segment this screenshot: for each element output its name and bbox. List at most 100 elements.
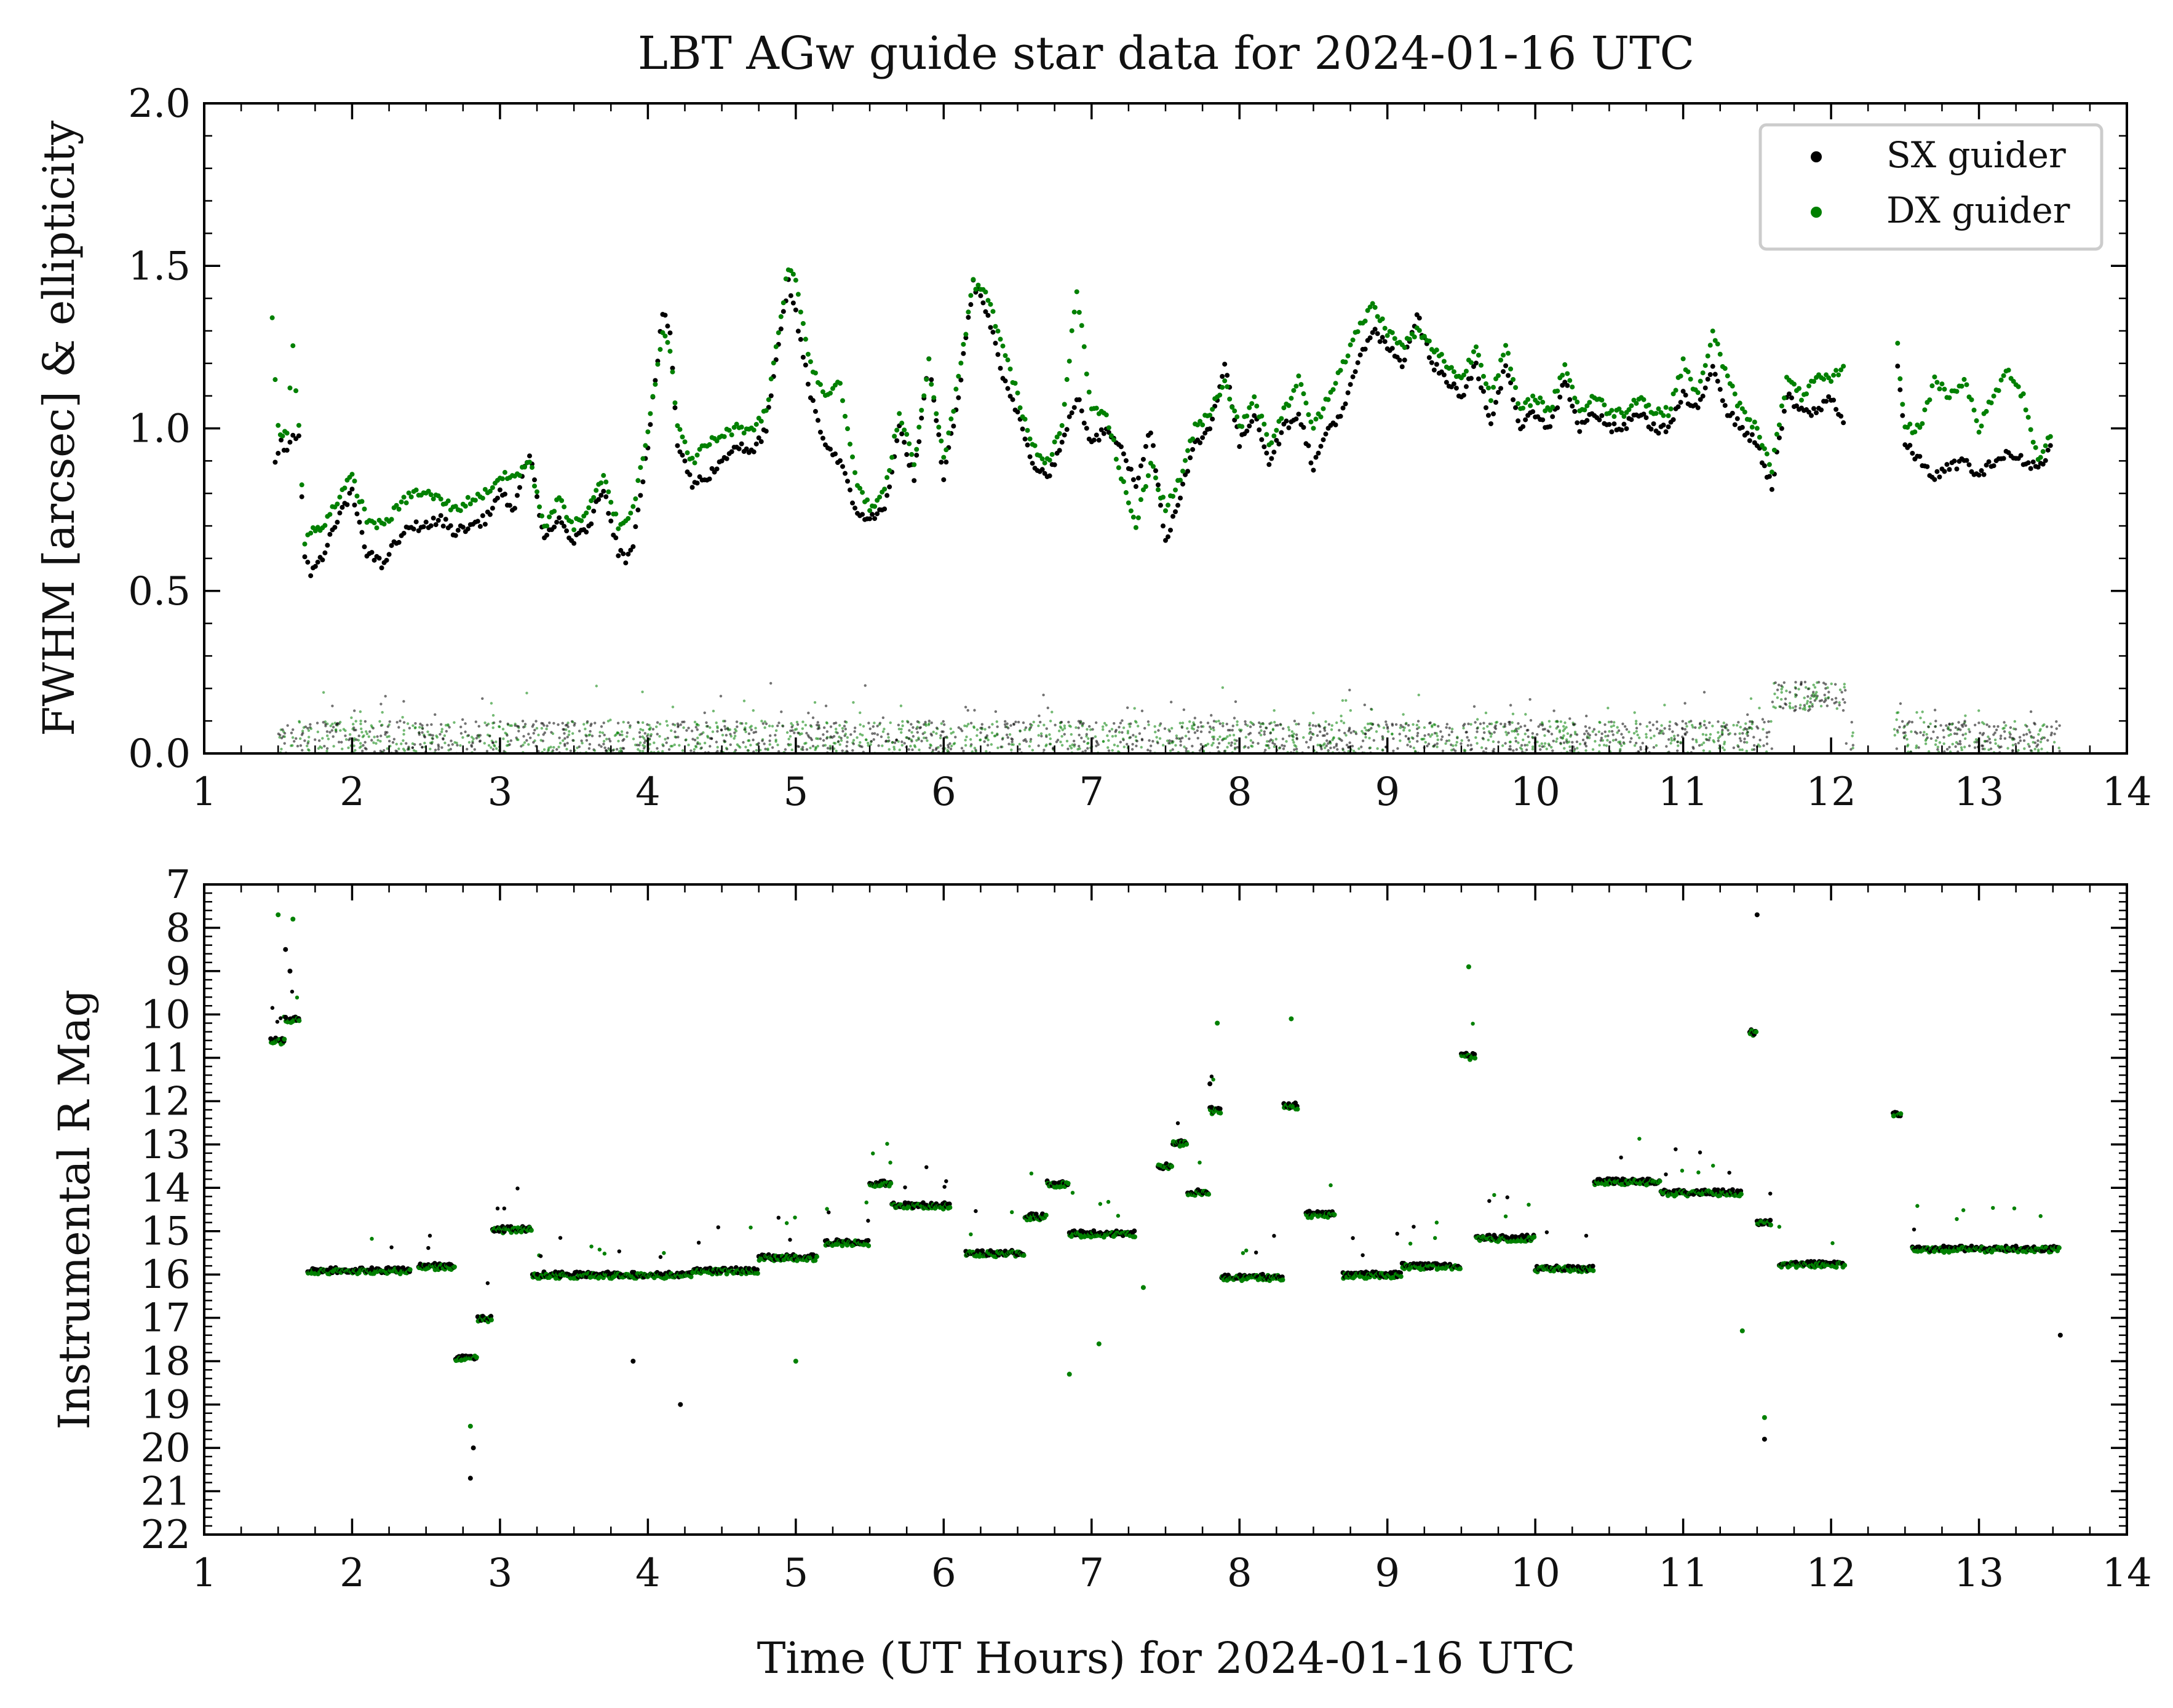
ellipticity-point (1771, 701, 1774, 704)
ellipticity-point (1345, 699, 1348, 702)
dx-fwhm-point (763, 408, 769, 413)
ellipticity-point (815, 737, 818, 740)
ellipticity-point (327, 737, 330, 741)
ellipticity-point (1562, 729, 1565, 733)
ellipticity-point (1003, 723, 1007, 726)
ellipticity-point (1077, 720, 1081, 723)
ellipticity-point (1784, 702, 1787, 705)
ellipticity-point (841, 726, 844, 730)
ellipticity-point (1114, 734, 1118, 737)
ellipticity-point (1968, 730, 1971, 734)
dx-fwhm-point (805, 351, 811, 357)
ellipticity-point (365, 747, 368, 751)
sx-fwhm-point (781, 309, 786, 314)
sx-fwhm-point (670, 365, 675, 371)
ellipticity-point (883, 728, 886, 731)
dx-fwhm-point (1084, 371, 1089, 377)
sx-fwhm-point (899, 431, 905, 437)
ellipticity-point (780, 710, 783, 713)
ellipticity-point (1694, 726, 1697, 729)
ellipticity-point (744, 730, 747, 734)
sx-fwhm-point (653, 378, 658, 383)
ellipticity-point (470, 736, 474, 739)
ellipticity-point (298, 720, 301, 723)
sx-fwhm-point (832, 451, 838, 456)
ellipticity-point (2027, 742, 2030, 746)
ellipticity-point (1063, 726, 1067, 730)
ellipticity-point (1584, 741, 1587, 744)
ellipticity-point (1513, 729, 1517, 732)
ellipticity-point (1111, 734, 1114, 738)
sx-fwhm-point (1207, 426, 1213, 432)
mag-scatter-point (495, 1206, 500, 1211)
ellipticity-point (1923, 731, 1926, 734)
ellipticity-point (1803, 704, 1806, 707)
ellipticity-point (1563, 747, 1566, 750)
sx-fwhm-point (709, 466, 715, 471)
dx-fwhm-point (1821, 376, 1827, 382)
dx-fwhm-point (1022, 416, 1028, 422)
ellipticity-point (1578, 742, 1582, 745)
ellipticity-point (1981, 747, 1984, 750)
ellipticity-point (1933, 709, 1937, 712)
dx-fwhm-point (1468, 360, 1474, 365)
dx-fwhm-point (1947, 395, 1952, 400)
sx-fwhm-point (1506, 373, 1511, 378)
ellipticity-point (2025, 725, 2028, 728)
sx-fwhm-point (552, 524, 557, 530)
top-x-tick-label: 7 (1079, 769, 1104, 815)
ellipticity-point (642, 750, 645, 753)
sx-fwhm-point (1059, 439, 1065, 445)
ellipticity-point (368, 730, 371, 733)
dx-fwhm-point (776, 330, 781, 335)
dx-fwhm-point (1047, 458, 1052, 463)
sx-fwhm-point (724, 456, 729, 461)
ellipticity-point (426, 730, 429, 734)
ellipticity-point (2012, 727, 2016, 731)
ellipticity-point (1782, 681, 1786, 685)
ellipticity-point (621, 733, 624, 737)
ellipticity-point (472, 737, 475, 741)
ellipticity-point (1101, 728, 1105, 731)
ellipticity-point (648, 742, 651, 746)
ellipticity-point (1004, 725, 1007, 729)
ellipticity-point (700, 746, 703, 750)
ellipticity-point (319, 745, 322, 749)
ellipticity-point (1031, 749, 1035, 752)
dx-fwhm-point (1907, 421, 1913, 427)
dx-fwhm-point (975, 282, 981, 288)
dx-fwhm-point (1587, 400, 1592, 405)
sx-fwhm-point (2006, 450, 2011, 455)
dx-fwhm-point (1511, 376, 1516, 382)
ellipticity-point (1531, 736, 1534, 739)
ellipticity-point (1184, 734, 1188, 737)
ellipticity-point (1406, 744, 1409, 747)
sx-fwhm-point (1910, 450, 1915, 456)
ellipticity-point (1271, 728, 1275, 731)
sx-fwhm-point (978, 293, 983, 298)
dx-fwhm-point (1345, 353, 1351, 359)
sx-fwhm-point (815, 418, 820, 423)
ellipticity-point (1106, 734, 1109, 737)
ellipticity-point (413, 726, 417, 729)
sx-fwhm-point (443, 517, 448, 522)
ellipticity-point (793, 731, 796, 734)
ellipticity-point (1087, 725, 1091, 728)
dx-fwhm-point (579, 518, 584, 523)
sx-fwhm-point (1794, 403, 1799, 408)
ellipticity-point (1843, 686, 1846, 689)
sx-fwhm-point (1301, 424, 1306, 430)
ellipticity-point (1569, 735, 1572, 738)
ellipticity-point (685, 738, 688, 741)
ellipticity-point (1022, 739, 1025, 742)
ellipticity-point (546, 725, 549, 728)
ellipticity-point (1936, 748, 1939, 751)
dx-fwhm-point (1730, 383, 1735, 389)
ellipticity-point (1037, 744, 1040, 747)
ellipticity-point (1667, 738, 1670, 741)
ellipticity-point (947, 744, 950, 747)
ellipticity-point (689, 749, 693, 752)
dx-mag-point (840, 1243, 845, 1249)
ellipticity-point (1407, 724, 1410, 727)
dx-fwhm-point (827, 391, 833, 396)
